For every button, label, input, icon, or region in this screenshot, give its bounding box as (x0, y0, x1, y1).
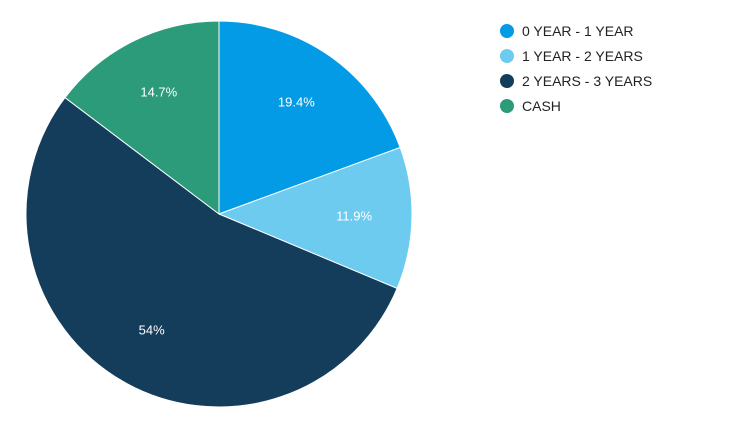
pie-slice-0-1-year[interactable] (218, 20, 401, 215)
pie-slice-2-3-years[interactable] (25, 96, 398, 408)
legend-swatch-2-3-years (500, 73, 514, 88)
legend-item-cash[interactable]: CASH (500, 93, 652, 118)
pie-slice-cash[interactable] (64, 20, 220, 216)
pie-slices (25, 20, 413, 408)
legend-item-2-3-years[interactable]: 2 YEARS - 3 YEARS (500, 68, 652, 93)
legend-label-2-3-years: 2 YEARS - 3 YEARS (522, 72, 653, 89)
slice-label-1-2-years: 11.9% (336, 208, 372, 223)
legend-label-cash: CASH (522, 97, 561, 114)
legend-label-0-1-year: 0 YEAR - 1 YEAR (522, 22, 634, 39)
pie-slice-1-2-years[interactable] (217, 146, 413, 290)
legend-swatch-1-2-years (500, 48, 514, 63)
legend-label-1-2-years: 1 YEAR - 2 YEARS (522, 47, 643, 64)
slice-label-2-3-years: 54% (139, 323, 165, 338)
slice-label-0-1-year: 19.4% (278, 95, 315, 110)
legend-item-0-1-year[interactable]: 0 YEAR - 1 YEAR (500, 18, 652, 43)
legend-swatch-0-1-year (500, 23, 514, 38)
chart-legend: 0 YEAR - 1 YEAR 1 YEAR - 2 YEARS 2 YEARS… (500, 18, 652, 118)
legend-item-1-2-years[interactable]: 1 YEAR - 2 YEARS (500, 43, 652, 68)
slice-label-cash: 14.7% (140, 84, 177, 99)
legend-swatch-cash (500, 98, 514, 113)
pie-slice-labels: 19.4% 11.9% 54% 14.7% (139, 84, 373, 337)
